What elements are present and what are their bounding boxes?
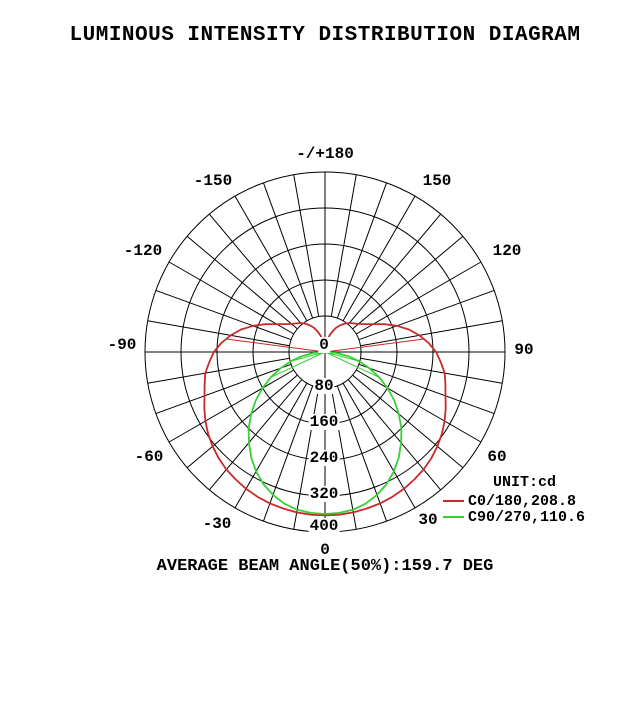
angle-label-90: 90 bbox=[514, 341, 534, 359]
angle-label-150: 150 bbox=[422, 172, 452, 190]
angle-label-120: -120 bbox=[123, 242, 163, 260]
grid-spoke-300 bbox=[168, 369, 295, 443]
radial-tick-label-80: 80 bbox=[313, 377, 335, 395]
series-chord-1 bbox=[324, 351, 360, 362]
radial-tick-label-320: 320 bbox=[308, 485, 340, 503]
grid-spoke-10 bbox=[330, 387, 357, 530]
grid-spoke-240 bbox=[168, 261, 295, 335]
grid-spoke-340 bbox=[262, 385, 314, 522]
series-chord-1 bbox=[270, 351, 326, 378]
grid-spoke-60 bbox=[355, 369, 482, 443]
series-curve-0 bbox=[203, 322, 447, 517]
grid-spoke-140 bbox=[347, 213, 442, 325]
grid-spoke-220 bbox=[208, 213, 303, 325]
grid-spoke-80 bbox=[360, 357, 503, 384]
series-chord-0 bbox=[225, 338, 326, 353]
grid-spoke-160 bbox=[336, 182, 388, 319]
grid-spoke-110 bbox=[358, 289, 495, 341]
legend-series-name: C90/270,110.6 bbox=[468, 508, 586, 526]
grid-spoke-280 bbox=[147, 357, 290, 384]
grid-spoke-130 bbox=[352, 235, 464, 330]
grid-spoke-210 bbox=[234, 195, 308, 322]
legend-entry-0: C0/180,208.8 bbox=[443, 493, 585, 509]
grid-spoke-200 bbox=[262, 182, 314, 319]
angle-label-120: 120 bbox=[492, 242, 522, 260]
grid-spoke-310 bbox=[186, 374, 298, 469]
grid-spoke-330 bbox=[234, 382, 308, 509]
grid-spoke-40 bbox=[347, 379, 442, 491]
legend-series-name: C0/180,208.8 bbox=[468, 492, 577, 510]
angle-label-60: -60 bbox=[134, 448, 164, 466]
legend-unit-label: UNIT:cd bbox=[493, 474, 557, 491]
angle-label-60: 60 bbox=[487, 448, 507, 466]
grid-spoke-190 bbox=[293, 174, 320, 317]
angle-label-180: -/+180 bbox=[296, 145, 354, 163]
grid-spoke-20 bbox=[336, 385, 388, 522]
radial-tick-label-160: 160 bbox=[308, 413, 340, 431]
series-curve-1 bbox=[247, 351, 403, 515]
legend-swatch-line bbox=[443, 500, 464, 502]
grid-spoke-320 bbox=[208, 379, 303, 491]
angle-label-30: 30 bbox=[418, 511, 438, 529]
angle-label-90: -90 bbox=[107, 336, 137, 354]
page-title: LUMINOUS INTENSITY DISTRIBUTION DIAGRAM bbox=[69, 24, 581, 47]
grid-spoke-70 bbox=[358, 363, 495, 415]
grid-spoke-170 bbox=[330, 174, 357, 317]
angle-label-150: -150 bbox=[193, 172, 233, 190]
beam-angle-text: AVERAGE BEAM ANGLE(50%):159.7 DEG bbox=[156, 557, 494, 576]
grid-spoke-100 bbox=[360, 320, 503, 347]
radial-tick-label-400: 400 bbox=[308, 517, 340, 535]
grid-spoke-120 bbox=[355, 261, 482, 335]
grid-spoke-250 bbox=[155, 289, 292, 341]
grid-spoke-30 bbox=[342, 382, 416, 509]
legend-swatch-line bbox=[443, 516, 464, 518]
radial-tick-label-240: 240 bbox=[308, 449, 340, 467]
grid-spoke-260 bbox=[147, 320, 290, 347]
series-chord-0 bbox=[324, 338, 425, 353]
grid-spoke-350 bbox=[293, 387, 320, 530]
angle-label-30: -30 bbox=[202, 515, 232, 533]
grid-spoke-150 bbox=[342, 195, 416, 322]
grid-spoke-50 bbox=[352, 374, 464, 469]
legend: C0/180,208.8 C90/270,110.6 bbox=[443, 493, 585, 525]
grid-spoke-230 bbox=[186, 235, 298, 330]
series-chord-1 bbox=[324, 351, 380, 378]
radial-tick-label-0: 0 bbox=[318, 336, 330, 354]
series-curves bbox=[203, 322, 447, 517]
legend-entry-1: C90/270,110.6 bbox=[443, 509, 585, 525]
grid-spoke-290 bbox=[155, 363, 292, 415]
series-chord-1 bbox=[290, 351, 326, 362]
angle-label-0: 0 bbox=[320, 541, 330, 559]
